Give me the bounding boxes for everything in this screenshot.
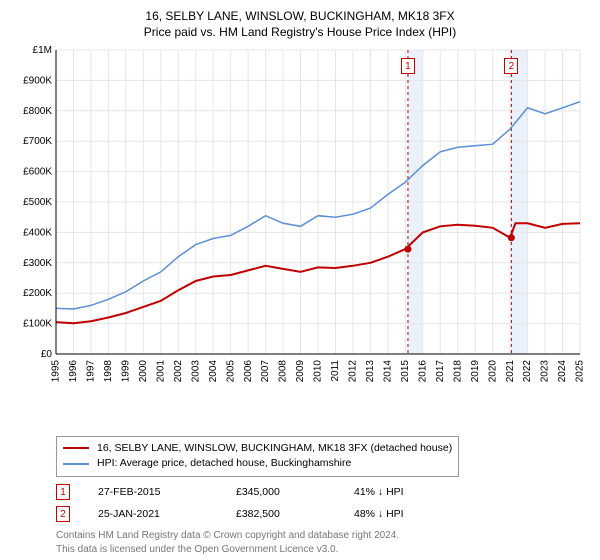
legend-swatch [63,463,89,465]
attribution-footer: Contains HM Land Registry data © Crown c… [56,529,592,556]
transaction-row: 1 27-FEB-2015 £345,000 41% ↓ HPI [56,481,592,503]
x-tick-label: 2003 [190,360,201,383]
x-tick-label: 1998 [103,360,114,383]
y-tick-label: £100K [23,319,52,330]
line-chart-svg: £0 £100K £200K £300K £400K £500K £600K £700K £80… [8,44,592,394]
x-tick-label: 2014 [383,360,394,383]
y-tick-label: £200K [23,289,52,300]
y-tick-label: £800K [23,106,52,117]
x-tick-label: 2023 [540,360,551,383]
y-tick-label: £900K [23,76,52,87]
x-tick-label: 2006 [243,360,254,383]
legend-swatch [63,447,89,449]
transaction-price: £382,500 [236,508,326,520]
x-tick-label: 1997 [86,360,97,383]
legend-item: 16, SELBY LANE, WINSLOW, BUCKINGHAM, MK1… [63,441,452,457]
x-tick-label: 2005 [225,360,236,383]
title-line2: Price paid vs. HM Land Registry's House … [8,24,592,40]
x-tick-label: 2010 [313,360,324,383]
chart-area: £0 £100K £200K £300K £400K £500K £600K £700K £80… [8,44,592,429]
x-tick-label: 2021 [505,360,516,383]
x-tick-label: 2007 [260,360,271,383]
legend: 16, SELBY LANE, WINSLOW, BUCKINGHAM, MK1… [56,436,459,478]
y-tick-label: £600K [23,167,52,178]
y-tick-label: £500K [23,197,52,208]
legend-label: 16, SELBY LANE, WINSLOW, BUCKINGHAM, MK1… [97,441,452,457]
x-tick-label: 2008 [278,360,289,383]
event-dot [404,246,411,253]
title-line1: 16, SELBY LANE, WINSLOW, BUCKINGHAM, MK1… [8,8,592,24]
x-tick-label: 2016 [417,360,428,383]
x-tick-label: 2009 [295,360,306,383]
x-tick-label: 2017 [435,360,446,383]
transaction-delta: 41% ↓ HPI [354,486,404,498]
y-tick-label: £0 [41,349,53,360]
event-marker: 2 [504,58,518,74]
transaction-marker: 2 [56,506,70,522]
footer-line2: This data is licensed under the Open Gov… [56,543,592,557]
x-tick-label: 2019 [470,360,481,383]
y-tick-label: £400K [23,228,52,239]
x-tick-label: 2025 [575,360,586,383]
transaction-price: £345,000 [236,486,326,498]
legend-item: HPI: Average price, detached house, Buck… [63,456,452,472]
x-tick-label: 2004 [208,360,219,383]
x-tick-label: 2011 [330,360,341,382]
x-tick-label: 1999 [121,360,132,383]
event-dot [508,235,515,242]
transaction-marker: 1 [56,484,70,500]
x-tick-label: 2002 [173,360,184,383]
x-tick-label: 1995 [51,360,62,383]
x-tick-label: 2024 [557,360,568,383]
transactions-table: 1 27-FEB-2015 £345,000 41% ↓ HPI 2 25-JAN-202… [56,481,592,525]
x-tick-label: 2022 [522,360,533,383]
y-tick-label: £700K [23,137,52,148]
x-tick-label: 2015 [400,360,411,383]
transaction-delta: 48% ↓ HPI [354,508,404,520]
footer-line1: Contains HM Land Registry data © Crown c… [56,529,592,543]
x-tick-label: 1996 [68,360,79,383]
x-tick-label: 2013 [365,360,376,383]
x-tick-label: 2018 [452,360,463,383]
transaction-date: 25-JAN-2021 [98,508,208,520]
transaction-date: 27-FEB-2015 [98,486,208,498]
y-tick-label: £300K [23,258,52,269]
event-marker: 1 [401,58,415,74]
x-tick-label: 2020 [487,360,498,383]
chart-title: 16, SELBY LANE, WINSLOW, BUCKINGHAM, MK1… [8,8,592,40]
transaction-row: 2 25-JAN-2021 £382,500 48% ↓ HPI [56,503,592,525]
legend-label: HPI: Average price, detached house, Buck… [97,456,351,472]
x-tick-label: 2000 [138,360,149,383]
x-tick-label: 2001 [155,360,166,383]
y-tick-label: £1M [33,45,52,56]
x-tick-label: 2012 [348,360,359,383]
